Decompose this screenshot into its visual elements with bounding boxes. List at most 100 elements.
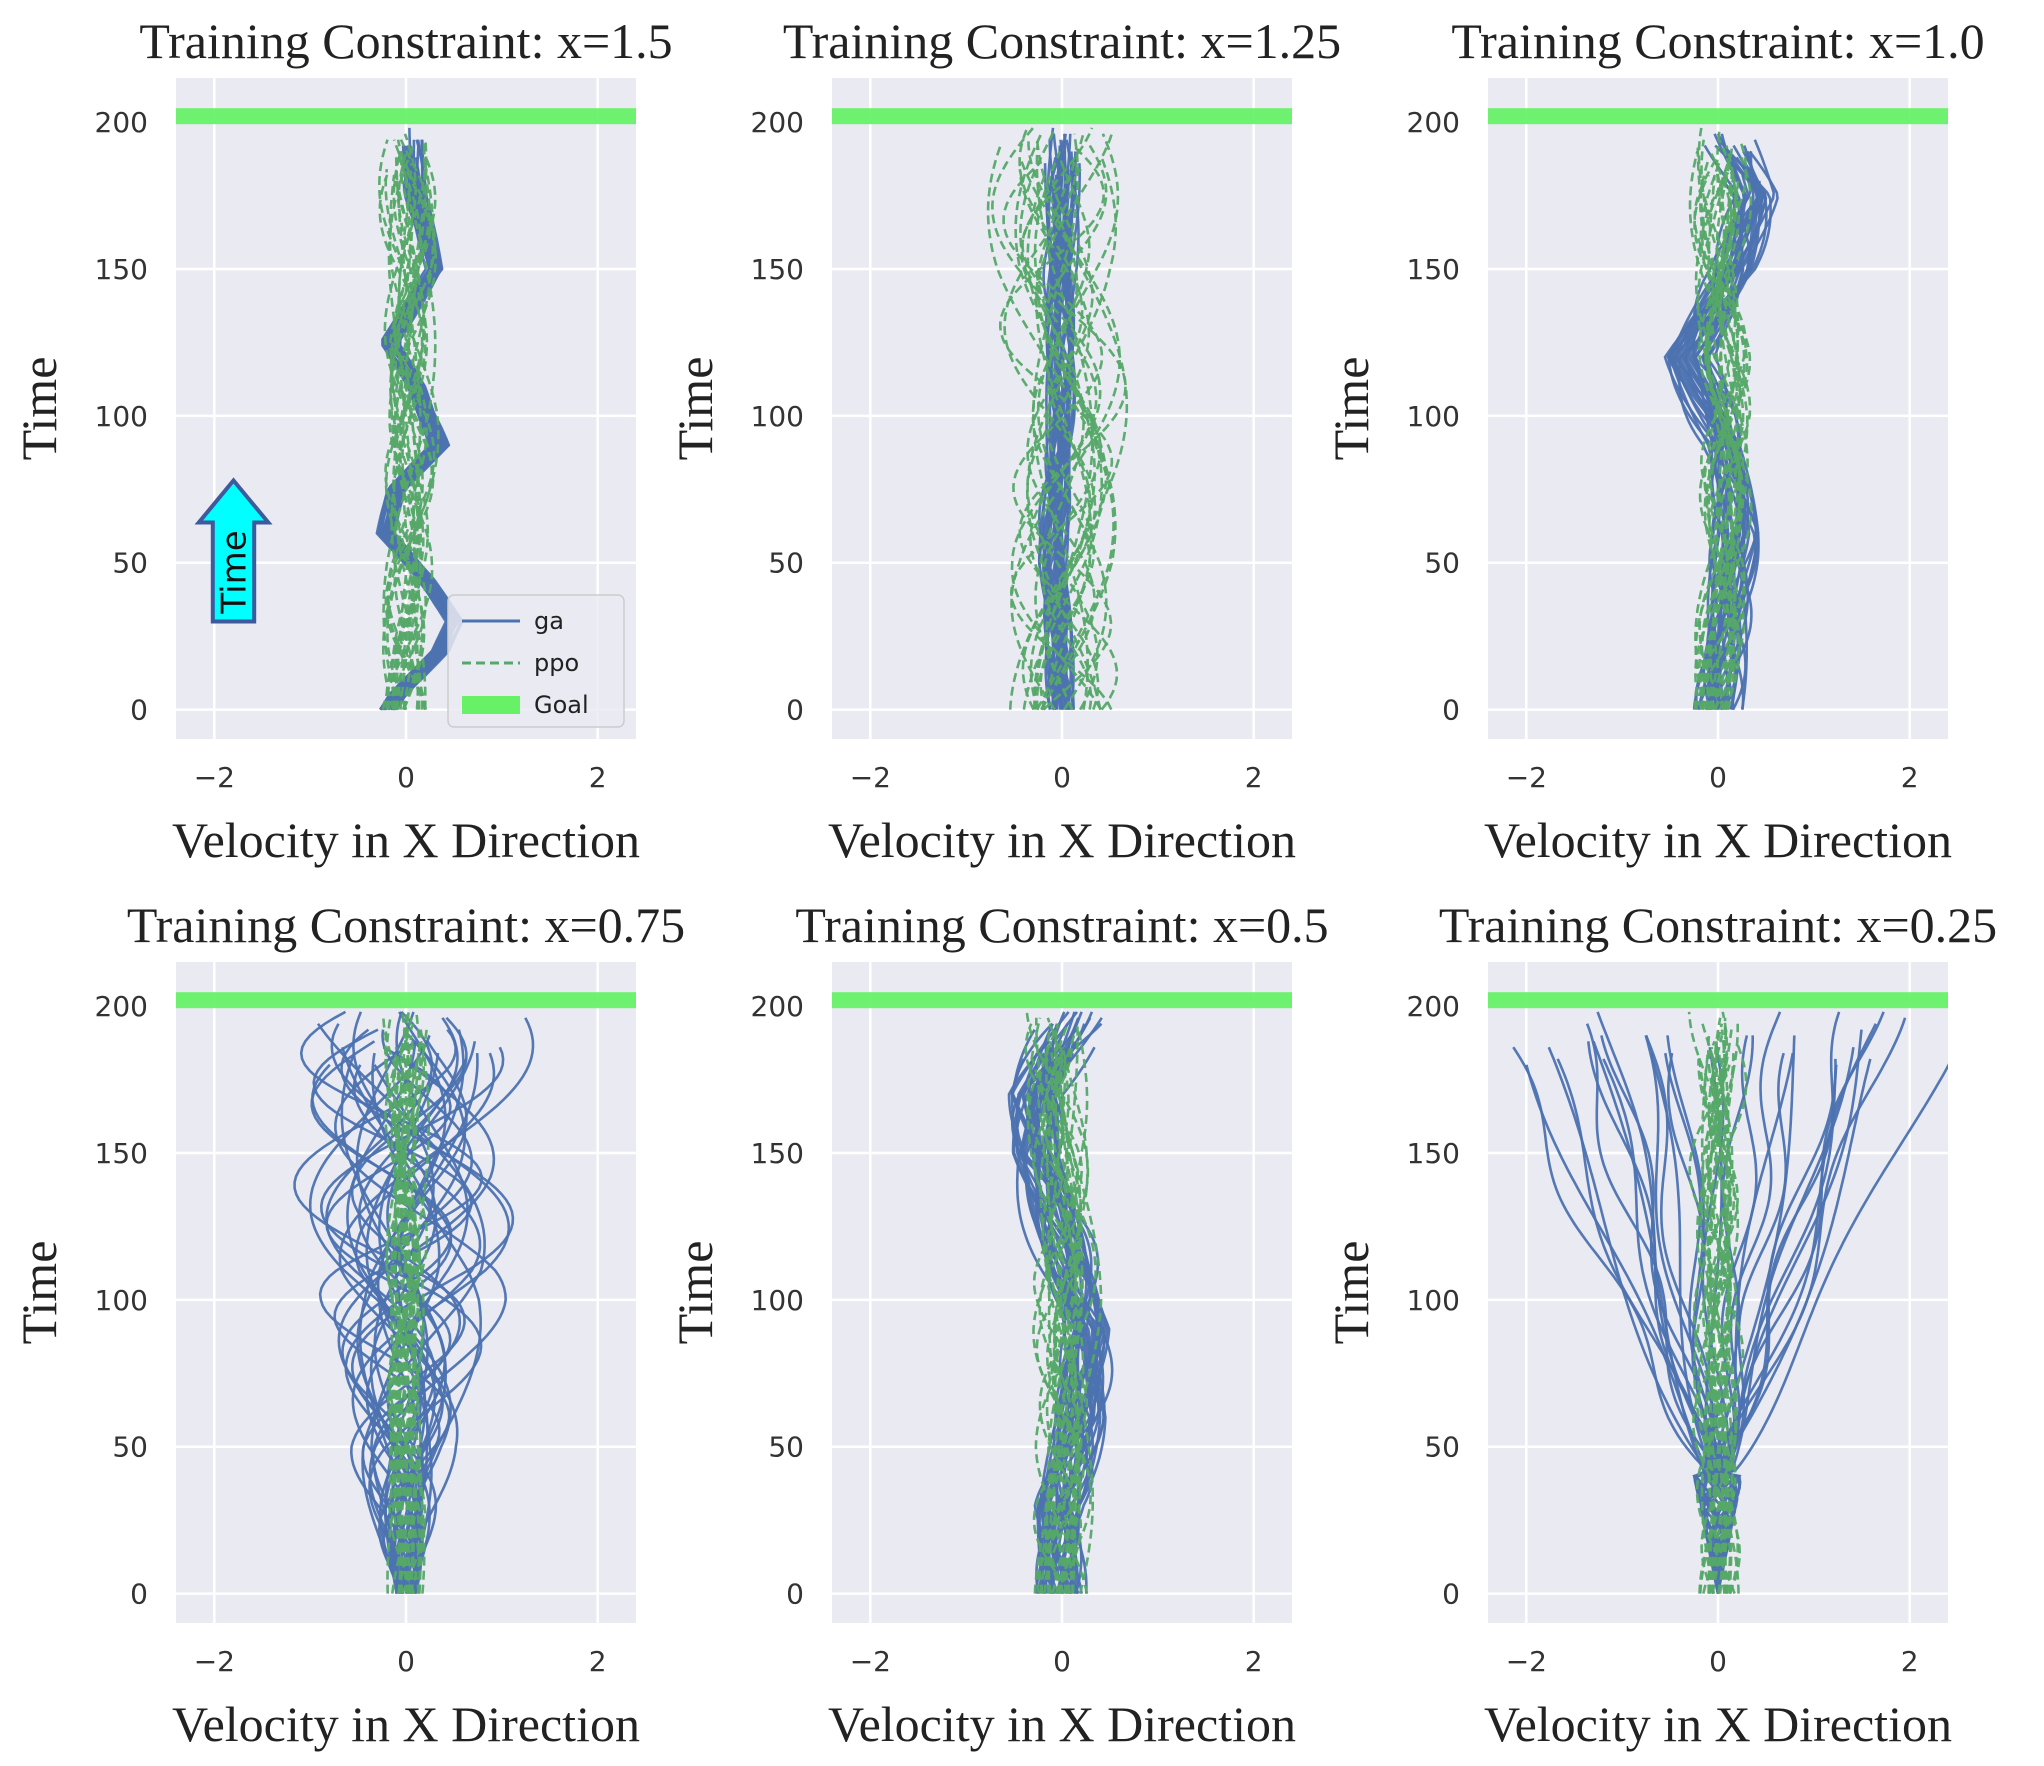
series-line-ppo: [1696, 145, 1742, 710]
series-line-ppo: [1687, 1011, 1737, 1594]
y-axis-label: Time: [667, 1241, 723, 1345]
series-line-ppo: [1699, 156, 1746, 711]
x-tick-label: 2: [1245, 1645, 1263, 1678]
legend: ga ppo Goal: [447, 594, 625, 728]
y-tick-label: 150: [751, 253, 804, 286]
arrow-annotation-label: Time: [215, 530, 255, 614]
series-ppo: [986, 127, 1129, 711]
series-line-ppo: [392, 180, 419, 710]
chart-panel-6: −2 0 2 0 50 100 150 200 Training Constraint: x=0…: [1323, 897, 1997, 1752]
series-line-ppo: [1043, 1052, 1075, 1595]
y-tick-label: 50: [768, 1431, 804, 1464]
goal-band: [832, 992, 1292, 1009]
x-tick-label: 2: [1901, 761, 1919, 794]
series-line-ppo: [1052, 1023, 1079, 1594]
chart-title: Training Constraint: x=1.0: [1451, 13, 1984, 69]
series-line-ppo: [1003, 163, 1097, 711]
legend-swatch-goal: [462, 696, 520, 714]
series-line-ppo: [1026, 174, 1117, 711]
x-tick-label: 0: [397, 761, 415, 794]
series-line-ppo: [398, 1064, 417, 1594]
series-layer: [1488, 992, 1948, 1595]
series-line-ppo: [394, 157, 422, 710]
series-line-ppo: [390, 1029, 428, 1594]
legend-label: ppo: [534, 649, 579, 677]
series-line-ppo: [1034, 1029, 1097, 1594]
chart-panel-2: −2 0 2 0 50 100 150 200 Training Constraint: x=1…: [667, 13, 1341, 868]
series-line-ga: [1021, 1017, 1097, 1594]
series-layer: [832, 992, 1292, 1595]
series-line-ppo: [1027, 139, 1092, 710]
y-tick-label: 100: [95, 400, 148, 433]
series-line-ppo: [382, 1017, 420, 1595]
y-tick-label: 150: [95, 253, 148, 286]
series-line-ppo: [1025, 1011, 1093, 1595]
series-line-ppo: [1025, 156, 1117, 710]
time-arrow-icon: [194, 477, 273, 624]
chart-title: Training Constraint: x=0.5: [795, 897, 1328, 953]
series-layer: [832, 108, 1292, 711]
y-tick-label: 50: [1424, 547, 1460, 580]
y-tick-label: 100: [95, 1284, 148, 1317]
series-line-ga: [338, 1017, 535, 1594]
series-line-ppo: [392, 151, 429, 711]
series-line-ppo: [401, 139, 428, 710]
series-line-ppo: [1700, 145, 1742, 710]
series-line-ppo: [1035, 133, 1093, 710]
series-line-ppo: [1709, 180, 1734, 710]
series-line-ppo: [1714, 127, 1740, 710]
x-axis-label: Velocity in X Direction: [828, 812, 1296, 868]
y-tick-label: 0: [786, 694, 804, 727]
y-tick-label: 100: [1407, 1284, 1460, 1317]
x-axis-label: Velocity in X Direction: [828, 1696, 1296, 1752]
series-line-ppo: [1708, 1041, 1732, 1594]
series-ppo: [377, 133, 440, 711]
series-line-ppo: [389, 174, 418, 710]
series-line-ppo: [1692, 1023, 1740, 1594]
y-tick-label: 0: [786, 1578, 804, 1611]
series-layer: [176, 992, 636, 1595]
series-line-ga: [1048, 163, 1082, 710]
series-ppo: [382, 1011, 430, 1595]
y-tick-label: 150: [751, 1137, 804, 1170]
x-tick-label: −2: [850, 761, 891, 794]
series-line-ppo: [1700, 1040, 1739, 1595]
series-line-ppo: [1024, 1023, 1088, 1595]
series-line-ppo: [386, 150, 437, 710]
series-line-ppo: [1706, 1064, 1735, 1594]
legend-box: [447, 594, 625, 728]
chart-panel-1: −2 0 2 0 50 100 150 200 Training Constraint: x=1…: [11, 13, 673, 868]
series-line-ga: [1041, 151, 1076, 710]
series-line-ppo: [1036, 133, 1120, 711]
chart-title: Training Constraint: x=1.25: [783, 13, 1341, 69]
series-ppo: [1688, 127, 1753, 711]
series-line-ppo: [1053, 1023, 1082, 1594]
y-tick-label: 50: [112, 1431, 148, 1464]
chart-panel-4: −2 0 2 0 50 100 150 200 Training Constraint: x=0…: [11, 897, 685, 1752]
x-axis-label: Velocity in X Direction: [1484, 812, 1952, 868]
x-tick-label: 2: [589, 761, 607, 794]
x-tick-label: 0: [1053, 761, 1071, 794]
y-tick-label: 100: [751, 1284, 804, 1317]
series-line-ppo: [1041, 1017, 1078, 1595]
x-tick-label: −2: [1506, 1645, 1547, 1678]
series-line-ppo: [1010, 156, 1122, 711]
series-line-ga: [1596, 1011, 1728, 1594]
series-line-ga: [312, 1028, 473, 1595]
legend-label: ga: [534, 607, 564, 635]
goal-band: [1488, 108, 1948, 125]
goal-band: [1488, 992, 1948, 1009]
series-line-ppo: [1699, 162, 1740, 711]
y-tick-label: 200: [751, 990, 804, 1023]
series-line-ppo: [1054, 1046, 1089, 1594]
series-line-ppo: [1694, 162, 1749, 710]
x-axis-label: Velocity in X Direction: [1484, 1696, 1952, 1752]
x-axis-label: Velocity in X Direction: [172, 1696, 640, 1752]
series-line-ppo: [1700, 139, 1740, 710]
series-line-ppo: [393, 1064, 420, 1594]
series-line-ppo: [1688, 151, 1749, 710]
chart-title: Training Constraint: x=0.75: [127, 897, 685, 953]
series-line-ga: [1010, 1011, 1109, 1594]
series-line-ga: [1644, 1035, 1739, 1594]
chart-title: Training Constraint: x=0.25: [1439, 897, 1997, 953]
